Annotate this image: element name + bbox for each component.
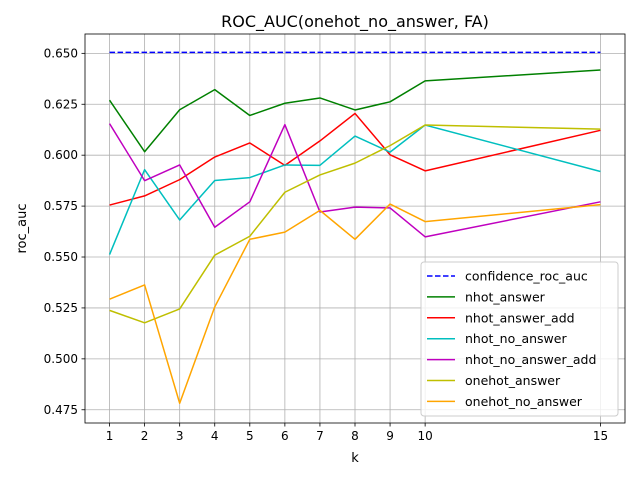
legend-label: confidence_roc_auc [465,269,588,284]
x-tick-label: 2 [141,429,149,443]
legend-label: nhot_no_answer [465,331,567,346]
legend-label: nhot_answer_add [465,310,575,325]
y-tick-label: 0.625 [44,97,78,111]
series-line-onehot_answer [109,124,601,324]
series-line-nhot_no_answer [108,124,601,255]
x-tick-label: 10 [417,429,432,443]
x-tick-label: 6 [281,429,289,443]
chart-title: ROC_AUC(onehot_no_answer, FA) [221,12,489,32]
axis-ticks: 1 2 3 4 5 6 7 8 9 10 15 0.475 0.500 0.525 0.550 0.575 0.… [44,46,608,443]
y-tick-label: 0.650 [44,46,78,60]
series-line-nhot_answer [108,69,601,153]
legend: confidence_roc_auc nhot_answer nhot_answer… [420,261,619,417]
x-tick-label: 7 [316,429,324,443]
y-tick-label: 0.500 [44,352,78,366]
series-line-onehot_no_answer [109,203,601,404]
x-tick-label: 9 [386,429,394,443]
legend-label: nhot_answer [465,289,546,304]
x-tick-label: 1 [106,429,114,443]
legend-label: nhot_no_answer_add [465,352,596,367]
x-tick-label: 15 [593,429,608,443]
x-axis-label: k [351,451,359,466]
y-tick-label: 0.575 [44,199,78,213]
series-lines [108,51,601,404]
y-tick-label: 0.550 [44,250,78,264]
legend-label: onehot_answer [465,373,561,388]
x-tick-label: 4 [211,429,219,443]
y-tick-label: 0.600 [44,148,78,162]
x-tick-label: 5 [246,429,254,443]
y-tick-label: 0.525 [44,301,78,315]
x-tick-label: 3 [176,429,184,443]
legend-box [420,261,619,417]
x-tick-label: 8 [351,429,359,443]
legend-label: onehot_no_answer [465,394,583,409]
series-line-nhot_no_answer_add [108,123,601,238]
y-axis-label: roc_auc [15,203,30,253]
y-tick-label: 0.475 [44,403,78,417]
